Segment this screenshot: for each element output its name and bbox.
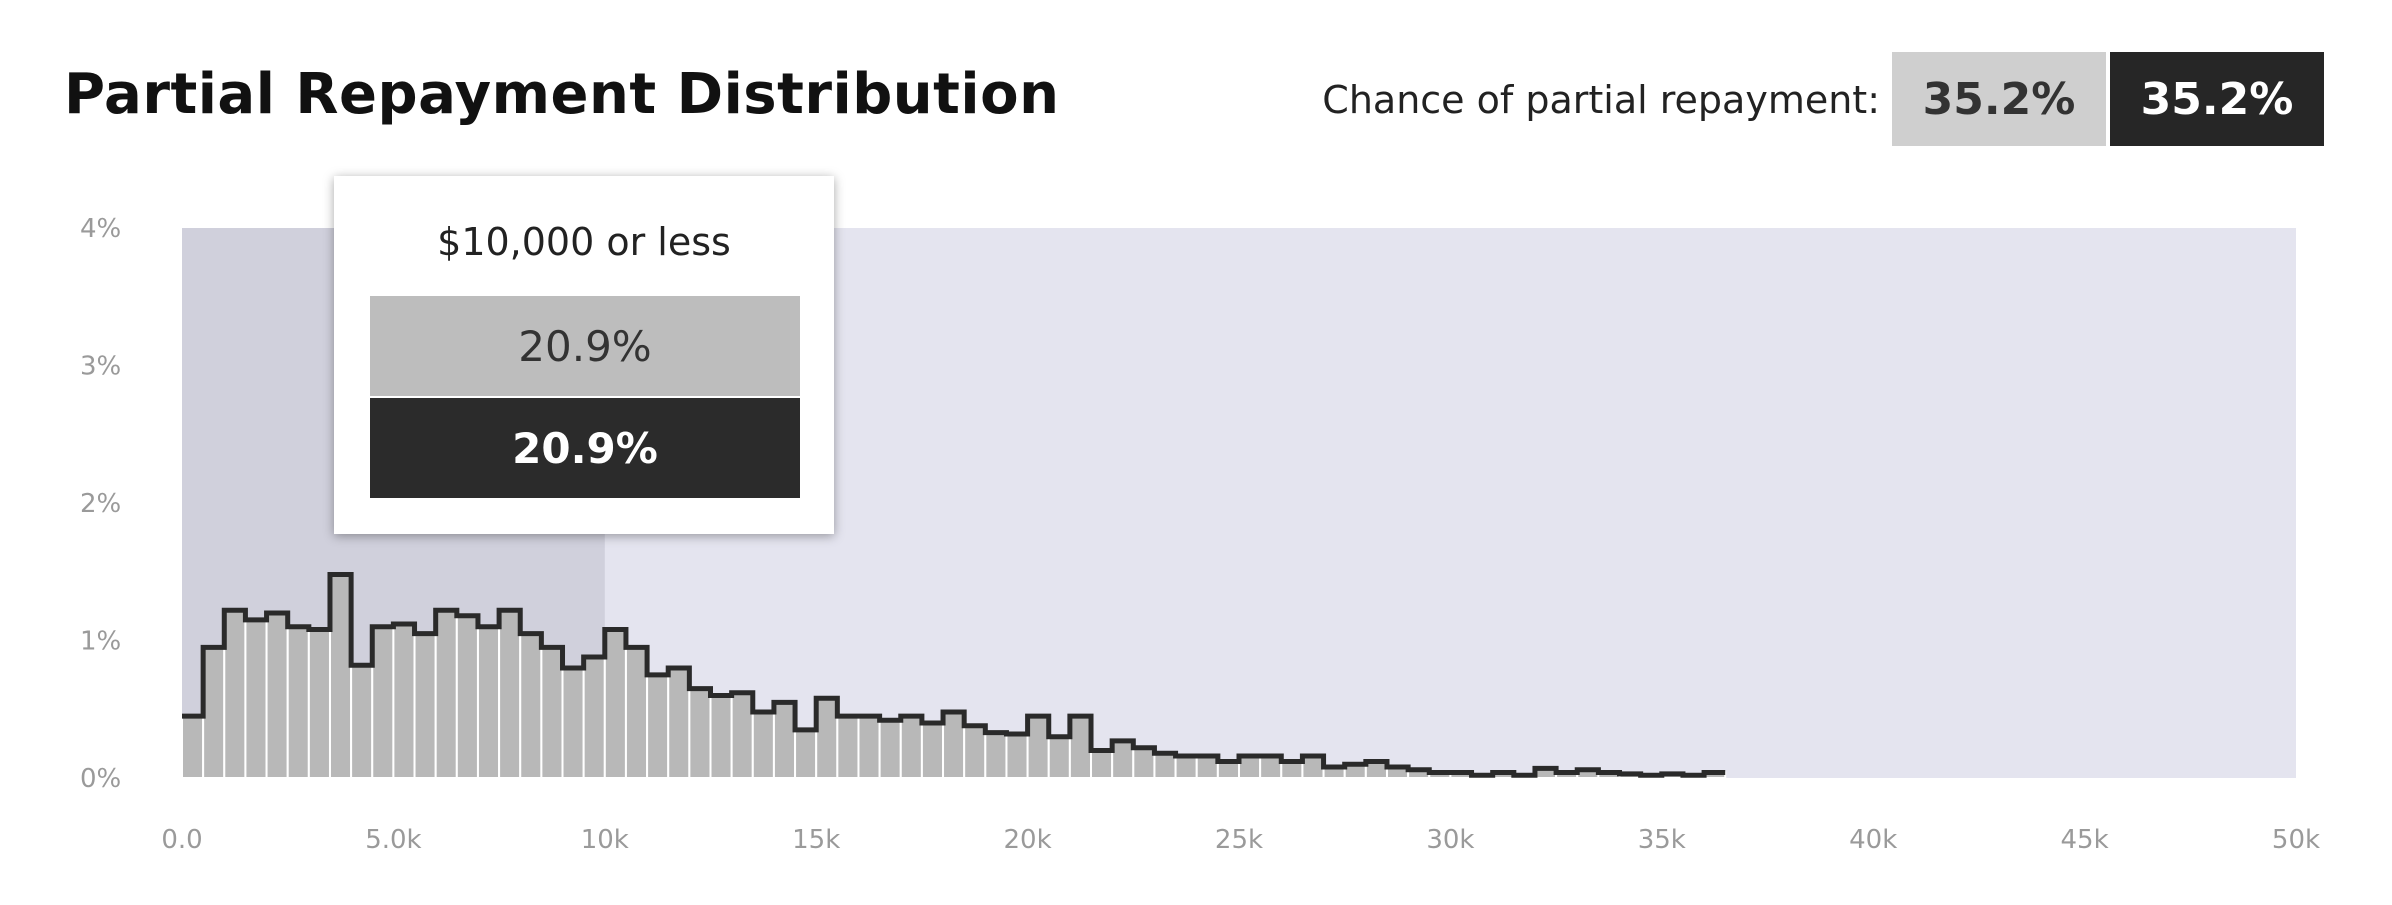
histogram-bar[interactable]	[1174, 755, 1198, 779]
histogram-bar[interactable]	[328, 573, 353, 779]
histogram-bar[interactable]	[709, 694, 733, 779]
x-tick-label: 15k	[792, 825, 840, 855]
x-tick-label: 0.0	[161, 825, 202, 855]
tooltip-value-dark: 20.9%	[370, 398, 800, 498]
step-outline	[182, 572, 1726, 778]
x-tick-label: 35k	[1638, 825, 1686, 855]
histogram-bar[interactable]	[434, 609, 458, 779]
histogram-bar[interactable]	[624, 646, 649, 779]
histogram-bar[interactable]	[751, 711, 775, 779]
histogram-bar[interactable]	[772, 701, 797, 779]
histogram-bar[interactable]	[836, 715, 860, 779]
histogram-bar[interactable]	[730, 691, 754, 779]
histogram-bar[interactable]	[476, 625, 501, 779]
histogram-bar[interactable]	[265, 612, 289, 779]
x-tick-label: 5.0k	[365, 825, 421, 855]
histogram-bar[interactable]	[286, 625, 310, 779]
histogram-bar[interactable]	[307, 628, 331, 779]
histogram-bar[interactable]	[815, 697, 839, 779]
histogram-bar[interactable]	[1047, 735, 1071, 779]
chart-title: Partial Repayment Distribution	[64, 62, 1060, 127]
tooltip-value-light: 20.9%	[370, 296, 800, 396]
histogram-bar[interactable]	[646, 673, 670, 779]
chance-label: Chance of partial repayment:	[1322, 78, 1880, 122]
histogram-bar[interactable]	[371, 625, 395, 779]
histogram-bar[interactable]	[413, 632, 437, 779]
x-tick-label: 25k	[1215, 825, 1263, 855]
histogram-bar[interactable]	[519, 632, 543, 779]
histogram-bar[interactable]	[1090, 749, 1114, 779]
bars-group	[181, 573, 1727, 779]
histogram-bar[interactable]	[794, 728, 818, 779]
histogram-bar[interactable]	[455, 614, 479, 779]
histogram-bar[interactable]	[244, 618, 268, 779]
histogram-bar[interactable]	[1111, 739, 1135, 779]
histogram-bar[interactable]	[1238, 755, 1262, 779]
x-axis: 0.0 5.0k 10k 15k 20k 25k 30k 35k 40k 45k 50k	[161, 825, 2320, 855]
histogram-bar[interactable]	[350, 664, 374, 779]
histogram-bar[interactable]	[202, 646, 226, 779]
histogram-bar[interactable]	[878, 719, 902, 779]
histogram-bar[interactable]	[498, 609, 522, 779]
histogram-bar[interactable]	[1153, 752, 1177, 779]
chance-value-light: 35.2%	[1892, 52, 2106, 146]
histogram-bar[interactable]	[181, 715, 205, 779]
histogram-bar[interactable]	[1068, 715, 1093, 779]
y-axis: 0% 1% 2% 3% 4%	[80, 214, 121, 794]
y-tick-label: 1%	[80, 627, 121, 657]
histogram-bar[interactable]	[688, 687, 712, 779]
y-tick-label: 0%	[80, 764, 121, 794]
histogram-bar[interactable]	[1259, 755, 1283, 779]
histogram-bar[interactable]	[540, 646, 564, 779]
histogram-bar[interactable]	[920, 722, 945, 779]
x-tick-label: 20k	[1004, 825, 1052, 855]
histogram-bar[interactable]	[1132, 746, 1156, 779]
y-tick-label: 2%	[80, 489, 121, 519]
histogram-bar[interactable]	[1195, 755, 1219, 779]
y-tick-label: 3%	[80, 352, 121, 382]
histogram-bar[interactable]	[1026, 715, 1050, 779]
x-tick-label: 45k	[2061, 825, 2109, 855]
histogram-bar[interactable]	[582, 656, 606, 779]
histogram-bar[interactable]	[963, 724, 987, 779]
histogram-bar[interactable]	[942, 711, 966, 779]
histogram-bar[interactable]	[392, 623, 416, 779]
tooltip-title: $10,000 or less	[437, 220, 731, 264]
chance-value-dark: 35.2%	[2110, 52, 2324, 146]
histogram-bar[interactable]	[857, 715, 881, 779]
histogram-bar[interactable]	[223, 609, 247, 779]
histogram-bar[interactable]	[1005, 733, 1029, 779]
histogram-bar[interactable]	[899, 715, 923, 779]
y-tick-label: 4%	[80, 214, 121, 244]
histogram-bar[interactable]	[667, 667, 691, 779]
histogram-bar[interactable]	[561, 667, 585, 779]
tooltip: $10,000 or less 20.9% 20.9%	[334, 176, 834, 534]
x-tick-label: 30k	[1426, 825, 1474, 855]
histogram-bar[interactable]	[603, 628, 627, 779]
histogram-bar[interactable]	[1301, 755, 1325, 779]
histogram-bar[interactable]	[984, 731, 1008, 779]
x-tick-label: 40k	[1849, 825, 1897, 855]
x-tick-label: 10k	[581, 825, 629, 855]
x-tick-label: 50k	[2272, 825, 2320, 855]
